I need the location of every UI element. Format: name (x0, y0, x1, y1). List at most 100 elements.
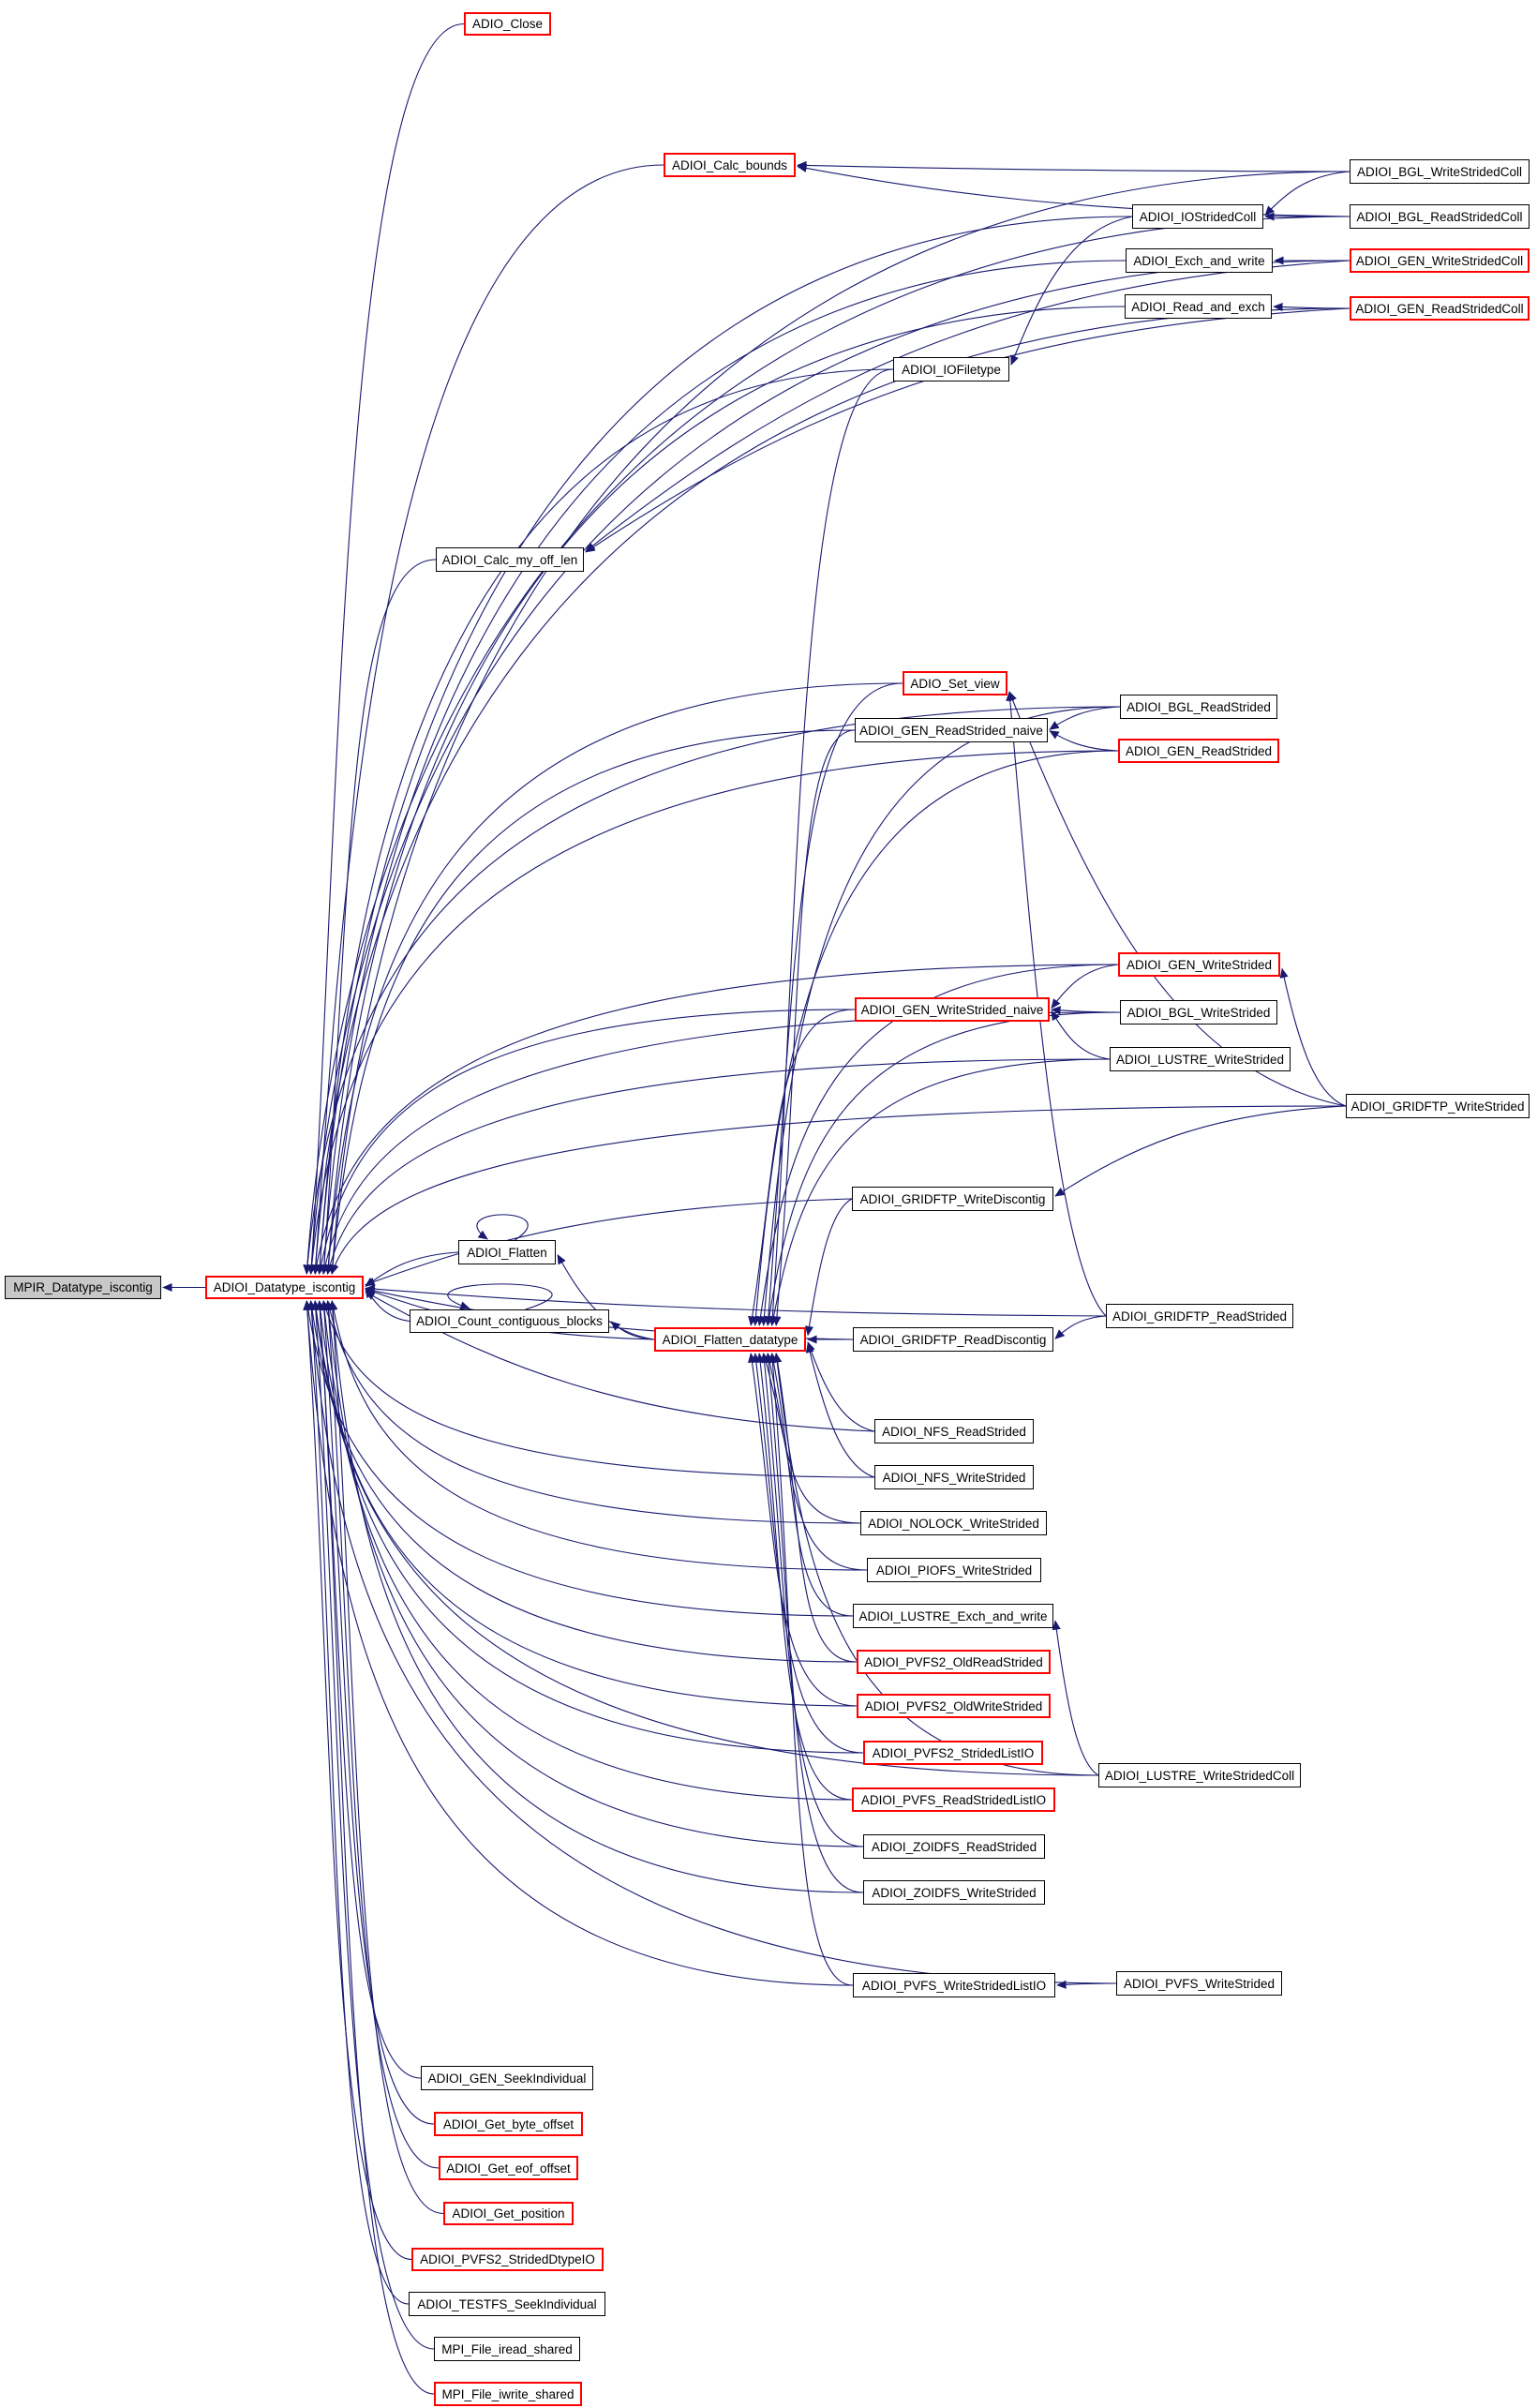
node-pvfs2slistio[interactable]: ADIOI_PVFS2_StridedListIO (863, 1741, 1043, 1765)
node-genread[interactable]: ADIOI_GEN_ReadStrided (1118, 739, 1279, 763)
call-edge (1051, 964, 1119, 1010)
call-edge (325, 1300, 861, 1524)
node-lustrewrite[interactable]: ADIOI_LUSTRE_WriteStrided (1110, 1047, 1291, 1071)
node-mpir: MPIR_Datatype_iscontig (5, 1276, 161, 1299)
node-pvfswrite[interactable]: ADIOI_PVFS_WriteStrided (1116, 1971, 1282, 1996)
node-nfsread[interactable]: ADIOI_NFS_ReadStrided (874, 1419, 1034, 1443)
node-dtiscontig[interactable]: ADIOI_Datatype_iscontig (205, 1276, 364, 1299)
call-edge (306, 260, 1350, 1275)
node-countblocks[interactable]: ADIOI_Count_contiguous_blocks (410, 1309, 609, 1333)
node-pvfs2oldwrite[interactable]: ADIOI_PVFS2_OldWriteStrided (857, 1694, 1051, 1718)
node-testfsseek[interactable]: ADIOI_TESTFS_SeekIndividual (409, 2292, 605, 2316)
call-edge (805, 1342, 875, 1478)
call-edge (311, 1300, 1099, 1776)
node-zoidfswrite[interactable]: ADIOI_ZOIDFS_WriteStrided (863, 1880, 1045, 1905)
call-edge (304, 1300, 854, 1617)
call-edge (797, 160, 1350, 172)
node-pvfsrlistio[interactable]: ADIOI_PVFS_ReadStridedListIO (852, 1787, 1055, 1812)
node-geteof[interactable]: ADIOI_Get_eof_offset (439, 2156, 578, 2180)
node-calcoff[interactable]: ADIOI_Calc_my_off_len (436, 547, 584, 572)
call-edge (1056, 1980, 1117, 1989)
call-edge (323, 682, 903, 1275)
node-pvfs2dtypeio[interactable]: ADIOI_PVFS2_StridedDtypeIO (411, 2248, 604, 2271)
call-edge (315, 368, 894, 1275)
call-edge (1051, 1010, 1111, 1060)
call-edge (768, 1353, 854, 1986)
node-exchwrite[interactable]: ADIOI_Exch_and_write (1126, 248, 1273, 273)
node-genreadnaive[interactable]: ADIOI_GEN_ReadStrided_naive (855, 718, 1048, 742)
node-getpos[interactable]: ADIOI_Get_position (443, 2202, 574, 2225)
node-ireadsh[interactable]: MPI_File_iread_shared (434, 2337, 580, 2361)
call-edge (747, 1353, 858, 1707)
call-edge (311, 307, 1350, 1275)
call-edge (306, 1300, 410, 2305)
node-nolock[interactable]: ADIOI_NOLOCK_WriteStrided (860, 1511, 1047, 1535)
node-flattendt[interactable]: ADIOI_Flatten_datatype (654, 1327, 806, 1352)
call-edge (311, 1300, 435, 2350)
node-gridftpwdis[interactable]: ADIOI_GRIDFTP_WriteDiscontig (852, 1187, 1053, 1211)
node-gridftpread[interactable]: ADIOI_GRIDFTP_ReadStrided (1106, 1304, 1293, 1328)
call-edge (306, 1300, 1117, 1984)
call-edge (365, 1251, 459, 1287)
node-iofiletype[interactable]: ADIOI_IOFiletype (893, 357, 1009, 381)
call-edge (1273, 302, 1350, 312)
call-edge (1054, 1105, 1347, 1197)
node-gridftpwrite[interactable]: ADIOI_GRIDFTP_WriteStrided (1346, 1094, 1530, 1118)
call-edge (306, 22, 465, 1275)
node-lustreexch[interactable]: ADIOI_LUSTRE_Exch_and_write (853, 1604, 1053, 1628)
call-edge (447, 1283, 553, 1310)
call-edge (329, 1300, 868, 1571)
call-edge (1052, 1620, 1099, 1776)
call-edge (765, 1353, 868, 1571)
call-edge (1049, 706, 1121, 730)
node-gridftprdis[interactable]: ADIOI_GRIDFTP_ReadDiscontig (853, 1327, 1053, 1352)
node-bglwrite[interactable]: ADIOI_BGL_WriteStrided (1120, 1000, 1277, 1025)
node-genrcoll[interactable]: ADIOI_GEN_ReadStridedColl (1350, 296, 1530, 321)
node-bglrcoll[interactable]: ADIOI_BGL_ReadStridedColl (1350, 204, 1530, 229)
node-close[interactable]: ADIO_Close (464, 12, 551, 36)
node-bglread[interactable]: ADIOI_BGL_ReadStrided (1120, 695, 1277, 719)
node-genseek[interactable]: ADIOI_GEN_SeekIndividual (421, 2066, 593, 2090)
node-bglwcoll[interactable]: ADIOI_BGL_WriteStridedColl (1350, 159, 1530, 184)
edge-group (162, 22, 1350, 2395)
node-nfswrite[interactable]: ADIOI_NFS_WriteStrided (874, 1465, 1034, 1489)
node-lustrewcoll[interactable]: ADIOI_LUSTRE_WriteStridedColl (1098, 1763, 1301, 1787)
node-piofs[interactable]: ADIOI_PIOFS_WriteStrided (867, 1558, 1041, 1582)
call-edge (755, 1353, 853, 1801)
call-edge (323, 1300, 440, 2169)
call-edge (315, 1300, 435, 2395)
call-edge (325, 1058, 1111, 1275)
call-edge (764, 1353, 864, 1893)
node-iostridedcoll[interactable]: ADIOI_IOStridedColl (1132, 204, 1263, 229)
call-edge (1264, 171, 1350, 217)
node-readexch[interactable]: ADIOI_Read_and_exch (1125, 294, 1272, 319)
call-edge (476, 1214, 529, 1241)
call-edge (768, 1058, 1111, 1326)
call-edge (303, 1300, 412, 2261)
call-edge (307, 1300, 858, 1663)
call-edge (311, 164, 664, 1275)
node-pvfswlistio[interactable]: ADIOI_PVFS_WriteStridedListIO (853, 1973, 1055, 1997)
call-edge (610, 1321, 655, 1340)
node-setview[interactable]: ADIO_Set_view (903, 671, 1007, 695)
call-edge (303, 216, 1350, 1275)
node-zoidfsread[interactable]: ADIOI_ZOIDFS_ReadStrided (863, 1834, 1045, 1859)
node-genwcoll[interactable]: ADIOI_GEN_WriteStridedColl (1350, 248, 1530, 273)
node-genwrite[interactable]: ADIOI_GEN_WriteStrided (1118, 952, 1280, 977)
node-calcbounds[interactable]: ADIOI_Calc_bounds (664, 153, 796, 177)
call-edge (328, 1300, 864, 1893)
call-edge (748, 1009, 856, 1326)
call-edge (772, 729, 856, 1326)
call-edge (316, 1009, 856, 1275)
node-pvfs2oldread[interactable]: ADIOI_PVFS2_OldReadStrided (857, 1650, 1051, 1674)
node-getbyte[interactable]: ADIOI_Get_byte_offset (434, 2112, 583, 2136)
node-genwritenaive[interactable]: ADIOI_GEN_WriteStrided_naive (855, 997, 1050, 1022)
call-edge (768, 1353, 854, 1617)
call-edge (365, 1284, 1107, 1317)
node-flatten[interactable]: ADIOI_Flatten (458, 1240, 556, 1264)
call-edge (307, 750, 1119, 1275)
call-edge (315, 216, 1133, 1275)
node-iwritesh[interactable]: MPI_File_iwrite_shared (434, 2382, 582, 2406)
